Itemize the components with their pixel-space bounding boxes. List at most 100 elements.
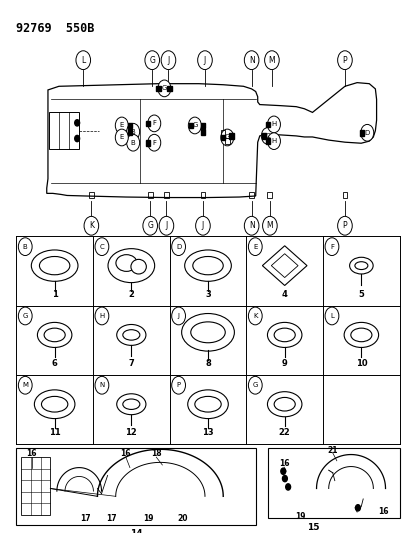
Circle shape xyxy=(244,216,258,235)
Bar xyxy=(267,192,272,198)
Text: 22: 22 xyxy=(278,428,290,437)
Text: 17: 17 xyxy=(80,514,90,523)
Text: G: G xyxy=(252,382,257,388)
Bar xyxy=(156,85,160,91)
Bar xyxy=(188,123,192,128)
Text: 13: 13 xyxy=(202,428,213,437)
Text: 5: 5 xyxy=(358,289,363,298)
Text: 15: 15 xyxy=(306,523,319,532)
Text: 7: 7 xyxy=(128,359,134,368)
Text: 3: 3 xyxy=(205,289,210,298)
Text: P: P xyxy=(342,221,347,230)
Text: J: J xyxy=(167,55,169,64)
Bar xyxy=(127,123,132,128)
Bar xyxy=(200,129,205,135)
Text: M: M xyxy=(268,55,275,64)
Circle shape xyxy=(262,216,277,235)
Text: G: G xyxy=(149,55,155,64)
Bar xyxy=(146,140,150,146)
Circle shape xyxy=(161,51,176,70)
Circle shape xyxy=(360,124,373,141)
Circle shape xyxy=(267,116,280,133)
Bar xyxy=(167,85,171,91)
Circle shape xyxy=(95,307,109,325)
Text: G: G xyxy=(192,123,197,128)
Text: L: L xyxy=(81,55,85,64)
Ellipse shape xyxy=(343,322,378,348)
Text: G: G xyxy=(147,221,153,230)
Text: 92769  550B: 92769 550B xyxy=(16,22,95,35)
Text: H: H xyxy=(271,122,276,127)
Ellipse shape xyxy=(190,322,225,343)
Circle shape xyxy=(324,307,338,325)
Text: M: M xyxy=(22,382,28,388)
Circle shape xyxy=(147,134,160,151)
Circle shape xyxy=(126,134,139,151)
Ellipse shape xyxy=(354,262,367,270)
Ellipse shape xyxy=(350,328,371,342)
Text: G: G xyxy=(22,313,28,319)
Text: 9: 9 xyxy=(281,359,287,368)
Text: E: E xyxy=(119,123,123,128)
Ellipse shape xyxy=(267,392,301,417)
Bar xyxy=(225,138,229,144)
Circle shape xyxy=(145,51,159,70)
Bar xyxy=(16,448,255,525)
PathPatch shape xyxy=(47,83,376,198)
Circle shape xyxy=(18,238,32,255)
Circle shape xyxy=(248,376,261,394)
Text: 1: 1 xyxy=(52,289,57,298)
Ellipse shape xyxy=(181,313,234,351)
Ellipse shape xyxy=(123,399,140,409)
Ellipse shape xyxy=(116,325,146,345)
Text: 4: 4 xyxy=(281,289,287,298)
Bar xyxy=(249,192,254,198)
Text: F: F xyxy=(152,140,156,146)
Text: 10: 10 xyxy=(355,359,366,368)
Text: P: P xyxy=(176,382,180,388)
Circle shape xyxy=(244,51,258,70)
Text: C: C xyxy=(99,244,104,249)
Text: 12: 12 xyxy=(125,428,137,437)
Text: E: E xyxy=(252,244,257,249)
Bar xyxy=(342,192,347,198)
Circle shape xyxy=(171,376,185,394)
Bar xyxy=(200,123,205,128)
Circle shape xyxy=(264,51,278,70)
Circle shape xyxy=(324,238,338,255)
Ellipse shape xyxy=(273,328,294,342)
Circle shape xyxy=(220,129,233,146)
Bar xyxy=(167,85,171,91)
Circle shape xyxy=(126,123,139,140)
Ellipse shape xyxy=(123,330,140,340)
Ellipse shape xyxy=(195,397,221,412)
Bar xyxy=(127,129,132,135)
Text: D: D xyxy=(176,244,181,249)
Text: N: N xyxy=(99,382,104,388)
Ellipse shape xyxy=(116,394,146,415)
Circle shape xyxy=(171,238,185,255)
Text: N: N xyxy=(248,221,254,230)
Text: J: J xyxy=(177,313,179,319)
Circle shape xyxy=(95,376,109,394)
Circle shape xyxy=(84,216,98,235)
Circle shape xyxy=(282,475,287,482)
Circle shape xyxy=(188,117,201,134)
Ellipse shape xyxy=(41,397,68,412)
Ellipse shape xyxy=(192,256,223,275)
Text: H: H xyxy=(271,138,276,144)
Text: 16: 16 xyxy=(26,449,37,458)
Circle shape xyxy=(248,238,261,255)
Bar xyxy=(146,120,150,126)
Text: 11: 11 xyxy=(49,428,60,437)
Circle shape xyxy=(197,51,212,70)
Bar xyxy=(147,192,152,198)
Circle shape xyxy=(171,307,185,325)
Ellipse shape xyxy=(108,249,154,282)
Ellipse shape xyxy=(349,257,372,274)
Text: B: B xyxy=(23,244,28,249)
Text: M: M xyxy=(266,221,273,230)
Text: 2: 2 xyxy=(128,289,134,298)
Text: 8: 8 xyxy=(205,359,210,368)
Text: P: P xyxy=(342,55,347,64)
